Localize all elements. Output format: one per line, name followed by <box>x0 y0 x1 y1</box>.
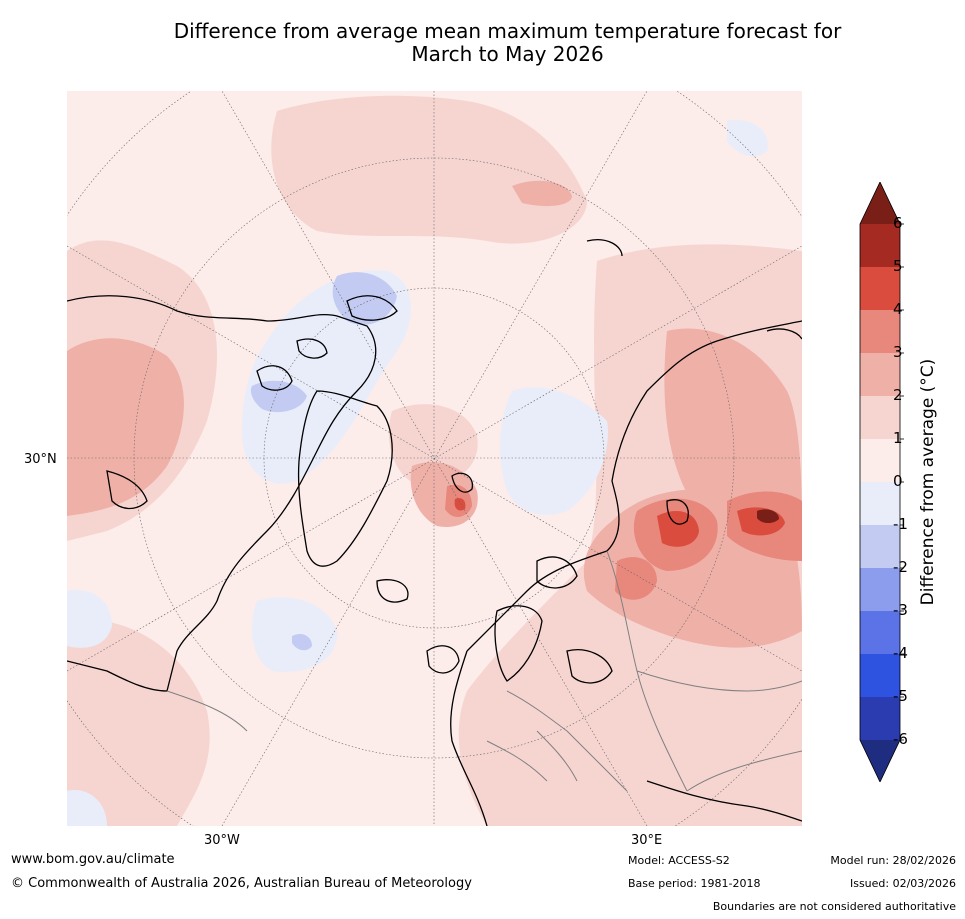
boundary-europe-b <box>536 730 578 782</box>
coastline-greenland <box>297 390 393 567</box>
map-title: Difference from average mean maximum tem… <box>0 20 965 66</box>
footer-issued: Issued: 02/03/2026 <box>849 877 956 890</box>
coastline-caspian-south <box>646 780 802 822</box>
anomaly-region-far-east <box>727 120 768 157</box>
coastline-baltic <box>566 649 613 684</box>
title-line-2: March to May 2026 <box>411 42 604 66</box>
colorbar <box>858 181 958 783</box>
coastline-svalbard <box>451 472 474 493</box>
coastline-arctic-island-a <box>256 365 293 391</box>
coastline-hudson-bay <box>106 470 148 510</box>
footer-base-period: Base period: 1981-2018 <box>628 877 761 890</box>
coastline-eurasia-north <box>466 320 802 652</box>
coastline-scandinavia <box>494 605 543 682</box>
boundary-kazakhstan-north <box>636 670 802 692</box>
anomaly-region-central-siberia <box>664 328 802 542</box>
colorbar-segment <box>860 525 900 568</box>
anomaly-region-pacific-cool <box>67 590 112 648</box>
lon-label-30e: 30°E <box>631 833 663 848</box>
colorbar-segment <box>860 267 900 310</box>
coastline-british-isles <box>426 645 460 674</box>
anomaly-region-ob-peak <box>657 511 699 547</box>
coastline-scandinavia-north <box>536 556 578 589</box>
footer-model: Model: ACCESS-S2 <box>628 854 730 867</box>
anomaly-region-high-arctic <box>512 180 572 207</box>
graticule <box>67 91 802 826</box>
colorbar-segment <box>860 482 900 525</box>
footer-copyright: © Commonwealth of Australia 2026, Austra… <box>11 876 472 891</box>
colorbar-tick-label: 5 <box>893 257 903 275</box>
colorbar-tick-label: -4 <box>893 644 908 662</box>
coastline-east-siberia <box>766 328 802 340</box>
colorbar-extend-under <box>860 740 900 782</box>
anomaly-region-europe <box>491 663 598 781</box>
colorbar-segments <box>860 224 900 740</box>
country-boundaries <box>166 550 802 792</box>
anomaly-region-siberia-max <box>757 509 779 524</box>
title-line-1: Difference from average mean maximum tem… <box>173 19 842 43</box>
colorbar-tick-label: -2 <box>893 558 908 576</box>
boundary-europe-c <box>486 740 548 782</box>
coastline-europe-west <box>450 650 488 826</box>
anomaly-region-baffin <box>250 380 307 413</box>
colorbar-extend-over <box>860 182 900 224</box>
colorbar-segment <box>860 697 900 740</box>
boundary-europe-a <box>506 690 628 792</box>
anomaly-region-alaska-canada <box>67 338 184 516</box>
anomaly-region-barents <box>500 387 608 515</box>
colorbar-segment <box>860 353 900 396</box>
colorbar-segment <box>860 396 900 439</box>
colorbar-tick-label: 1 <box>893 429 903 447</box>
colorbar-label: Difference from average (°C) <box>918 358 938 606</box>
footer-url[interactable]: www.bom.gov.au/climate <box>11 852 175 867</box>
colorbar-tick-label: -1 <box>893 515 908 533</box>
coastline-arctic-islands-russia <box>586 239 623 257</box>
anomaly-region-ellesmere <box>332 272 397 325</box>
colorbar-segment <box>860 439 900 482</box>
anomaly-region-south-pacific <box>67 790 107 826</box>
colorbar-tick-label: 4 <box>893 300 903 318</box>
colorbar-tick-marks <box>859 181 904 783</box>
colorbar-tick-label: 3 <box>893 343 903 361</box>
colorbar-tick-label: 0 <box>893 472 903 490</box>
anomaly-minus1-to-minus2-regions <box>250 272 397 651</box>
coastlines <box>67 239 802 826</box>
anomaly-region-greenland-east <box>388 404 478 486</box>
colorbar-tick-label: 2 <box>893 386 903 404</box>
anomaly-region-arctic-ocean <box>271 95 587 244</box>
colorbar-svg <box>859 181 904 783</box>
colorbar-tick-label: -5 <box>893 687 908 705</box>
anomaly-region-urals <box>615 557 657 600</box>
coastline-iceland <box>376 579 409 603</box>
coastline-north-america <box>67 295 377 692</box>
boundary-us-canada <box>166 690 248 732</box>
lon-label-30w: 30°W <box>204 833 240 848</box>
colorbar-tick-label: -6 <box>893 730 908 748</box>
colorbar-segment <box>860 568 900 611</box>
meridian-60e-120w <box>67 245 802 672</box>
footer-model-run: Model run: 28/02/2026 <box>830 854 956 867</box>
footer-disclaimer: Boundaries are not considered authoritat… <box>712 900 956 913</box>
coastline-ellesmere <box>346 295 398 321</box>
forecast-map <box>67 91 802 826</box>
colorbar-segment <box>860 611 900 654</box>
coastline-novaya-zemlya <box>666 499 689 525</box>
anomaly-region-north-atlantic <box>252 597 338 672</box>
colorbar-segment <box>860 654 900 697</box>
colorbar-tick-label: -3 <box>893 601 908 619</box>
anomaly-region-pacific <box>67 619 210 826</box>
colorbar-segment <box>860 224 900 267</box>
colorbar-segment <box>860 310 900 353</box>
anomaly-0-to-minus1-regions <box>67 120 768 826</box>
lat-label-30n: 30°N <box>24 452 57 467</box>
map-svg <box>67 91 802 826</box>
colorbar-tick-label: 6 <box>893 214 903 232</box>
coastline-arctic-island-b <box>296 338 328 359</box>
anomaly-region-labrador-sea <box>292 634 312 651</box>
boundary-central-asia <box>686 750 802 792</box>
